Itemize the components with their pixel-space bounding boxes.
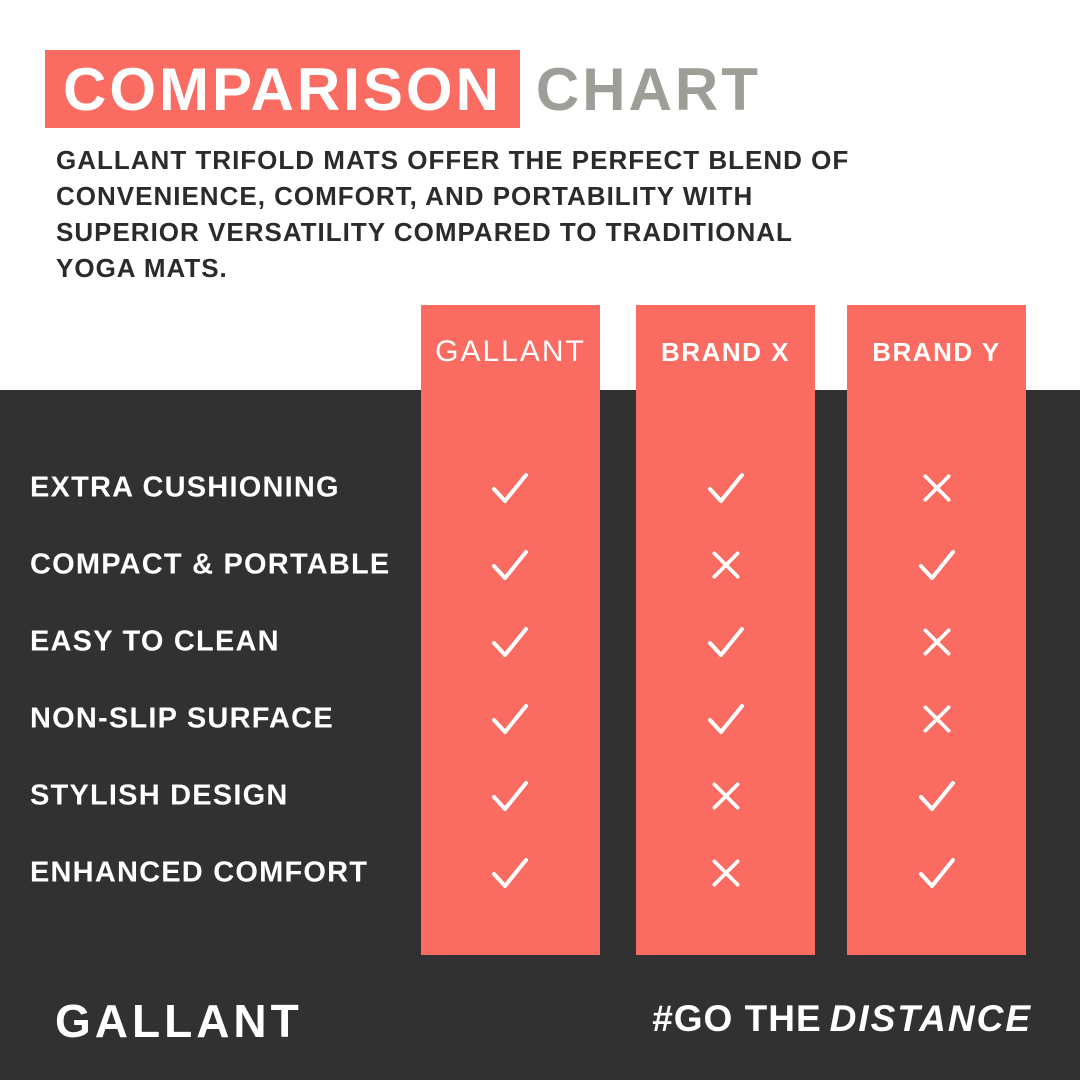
mark-cell	[913, 849, 961, 897]
feature-label: EASY TO CLEAN	[30, 625, 280, 658]
check-icon	[708, 473, 744, 503]
subtitle-line: SUPERIOR VERSATILITY COMPARED TO TRADITI…	[56, 217, 793, 247]
mark-cell	[702, 695, 750, 743]
page-title: COMPARISON CHART	[45, 50, 761, 128]
mark-cell	[702, 849, 750, 897]
mark-cell	[702, 541, 750, 589]
mark-cell	[913, 772, 961, 820]
check-icon	[708, 627, 744, 657]
page-title-rest: CHART	[535, 55, 761, 123]
check-icon	[492, 781, 528, 811]
tagline-prefix: #GO THE	[652, 998, 822, 1039]
tagline-emphasis: DISTANCE	[829, 998, 1032, 1039]
x-icon	[712, 782, 740, 810]
mark-cell	[486, 618, 534, 666]
subtitle-line: GALLANT TRIFOLD MATS OFFER THE PERFECT B…	[56, 145, 850, 175]
page-title-highlight: COMPARISON	[45, 50, 520, 128]
brand-logo: GALLANT	[55, 995, 303, 1047]
mark-cell	[486, 541, 534, 589]
x-icon	[923, 474, 951, 502]
subtitle-line: YOGA MATS.	[56, 253, 228, 283]
column-header-gallant: GALLANT	[435, 335, 586, 368]
tagline: #GO THE DISTANCE	[652, 998, 1032, 1040]
mark-cell	[486, 695, 534, 743]
check-icon	[919, 858, 955, 888]
feature-label: ENHANCED COMFORT	[30, 856, 369, 889]
x-icon	[923, 628, 951, 656]
column-header-brand-x: BRAND X	[661, 337, 790, 367]
column-header-brand-y: BRAND Y	[872, 337, 1001, 367]
check-icon	[492, 473, 528, 503]
mark-cell	[702, 464, 750, 512]
mark-cell	[913, 618, 961, 666]
check-icon	[492, 704, 528, 734]
mark-cell	[486, 849, 534, 897]
feature-label: COMPACT & PORTABLE	[30, 548, 391, 581]
mark-cell	[913, 695, 961, 743]
check-icon	[919, 781, 955, 811]
mark-cell	[913, 541, 961, 589]
x-icon	[712, 551, 740, 579]
feature-label: STYLISH DESIGN	[30, 779, 289, 812]
subtitle-line: CONVENIENCE, COMFORT, AND PORTABILITY WI…	[56, 181, 754, 211]
check-icon	[492, 627, 528, 657]
check-icon	[492, 550, 528, 580]
x-icon	[923, 705, 951, 733]
feature-label: EXTRA CUSHIONING	[30, 471, 340, 504]
check-icon	[708, 704, 744, 734]
column-brand-y: BRAND Y	[847, 305, 1026, 955]
check-icon	[919, 550, 955, 580]
column-gallant: GALLANT	[421, 305, 600, 955]
x-icon	[712, 859, 740, 887]
feature-label: NON-SLIP SURFACE	[30, 702, 334, 735]
column-brand-x: BRAND X	[636, 305, 815, 955]
mark-cell	[913, 464, 961, 512]
mark-cell	[702, 772, 750, 820]
mark-cell	[702, 618, 750, 666]
subtitle: GALLANT TRIFOLD MATS OFFER THE PERFECT B…	[56, 142, 886, 286]
mark-cell	[486, 772, 534, 820]
mark-cell	[486, 464, 534, 512]
check-icon	[492, 858, 528, 888]
